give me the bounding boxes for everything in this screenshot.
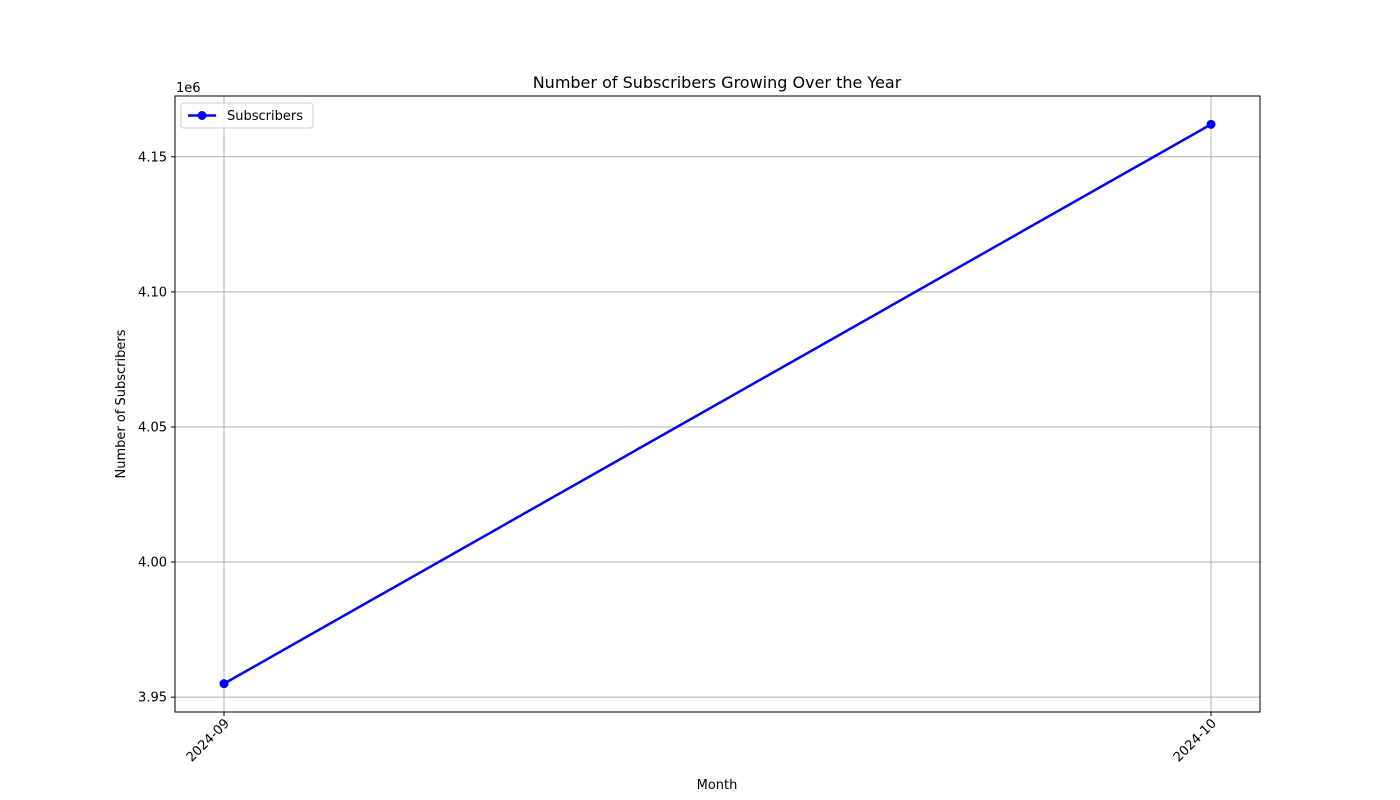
y-axis-label: Number of Subscribers [114,329,129,478]
y-tick-label: 3.95 [138,691,167,706]
legend-label: Subscribers [227,109,303,124]
y-tick-label: 4.00 [138,556,167,571]
series-layer [219,119,1216,689]
y-tick-label: 4.15 [138,150,167,165]
data-point [1206,119,1216,129]
series-line [223,123,1212,685]
legend-box [180,102,314,129]
chart-title: Number of Subscribers Growing Over the Y… [533,73,902,92]
y-axis-offset-label: 1e6 [176,81,201,96]
y-tick-label: 4.05 [138,420,167,435]
plot-area-frame [174,95,1261,713]
data-point [219,679,229,689]
grid-lines [175,96,1260,712]
x-axis-label: Month [697,778,738,793]
legend-marker-swatch [197,111,207,120]
legend: Subscribers [180,102,314,129]
y-tick-label: 4.10 [138,285,167,300]
